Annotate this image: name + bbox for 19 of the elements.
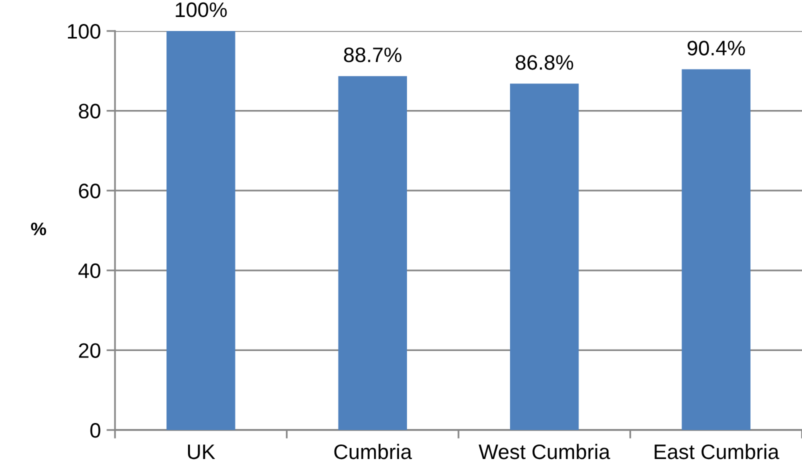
bar	[166, 31, 236, 430]
data-label: 88.7%	[344, 47, 402, 62]
y-tick-label: 60	[79, 184, 100, 198]
x-tick-label: East Cumbria	[654, 444, 780, 460]
y-tick-label: 40	[78, 263, 100, 278]
x-tick-label: West Cumbria	[478, 444, 610, 460]
data-label: 100%	[176, 2, 227, 18]
y-tick-label: 20	[78, 343, 100, 358]
x-tick-label: UK	[188, 444, 216, 460]
y-tick-label: 100	[68, 24, 100, 39]
y-tick-label: 0	[90, 423, 100, 438]
bar	[682, 69, 750, 430]
bar	[510, 84, 579, 430]
y-tick-label: 80	[78, 104, 100, 119]
y-axis-title: %	[31, 222, 46, 236]
data-label: 90.4%	[688, 40, 745, 56]
bar	[338, 76, 407, 430]
x-tick-label: Cumbria	[334, 444, 412, 460]
data-label: 86.8%	[516, 55, 574, 70]
